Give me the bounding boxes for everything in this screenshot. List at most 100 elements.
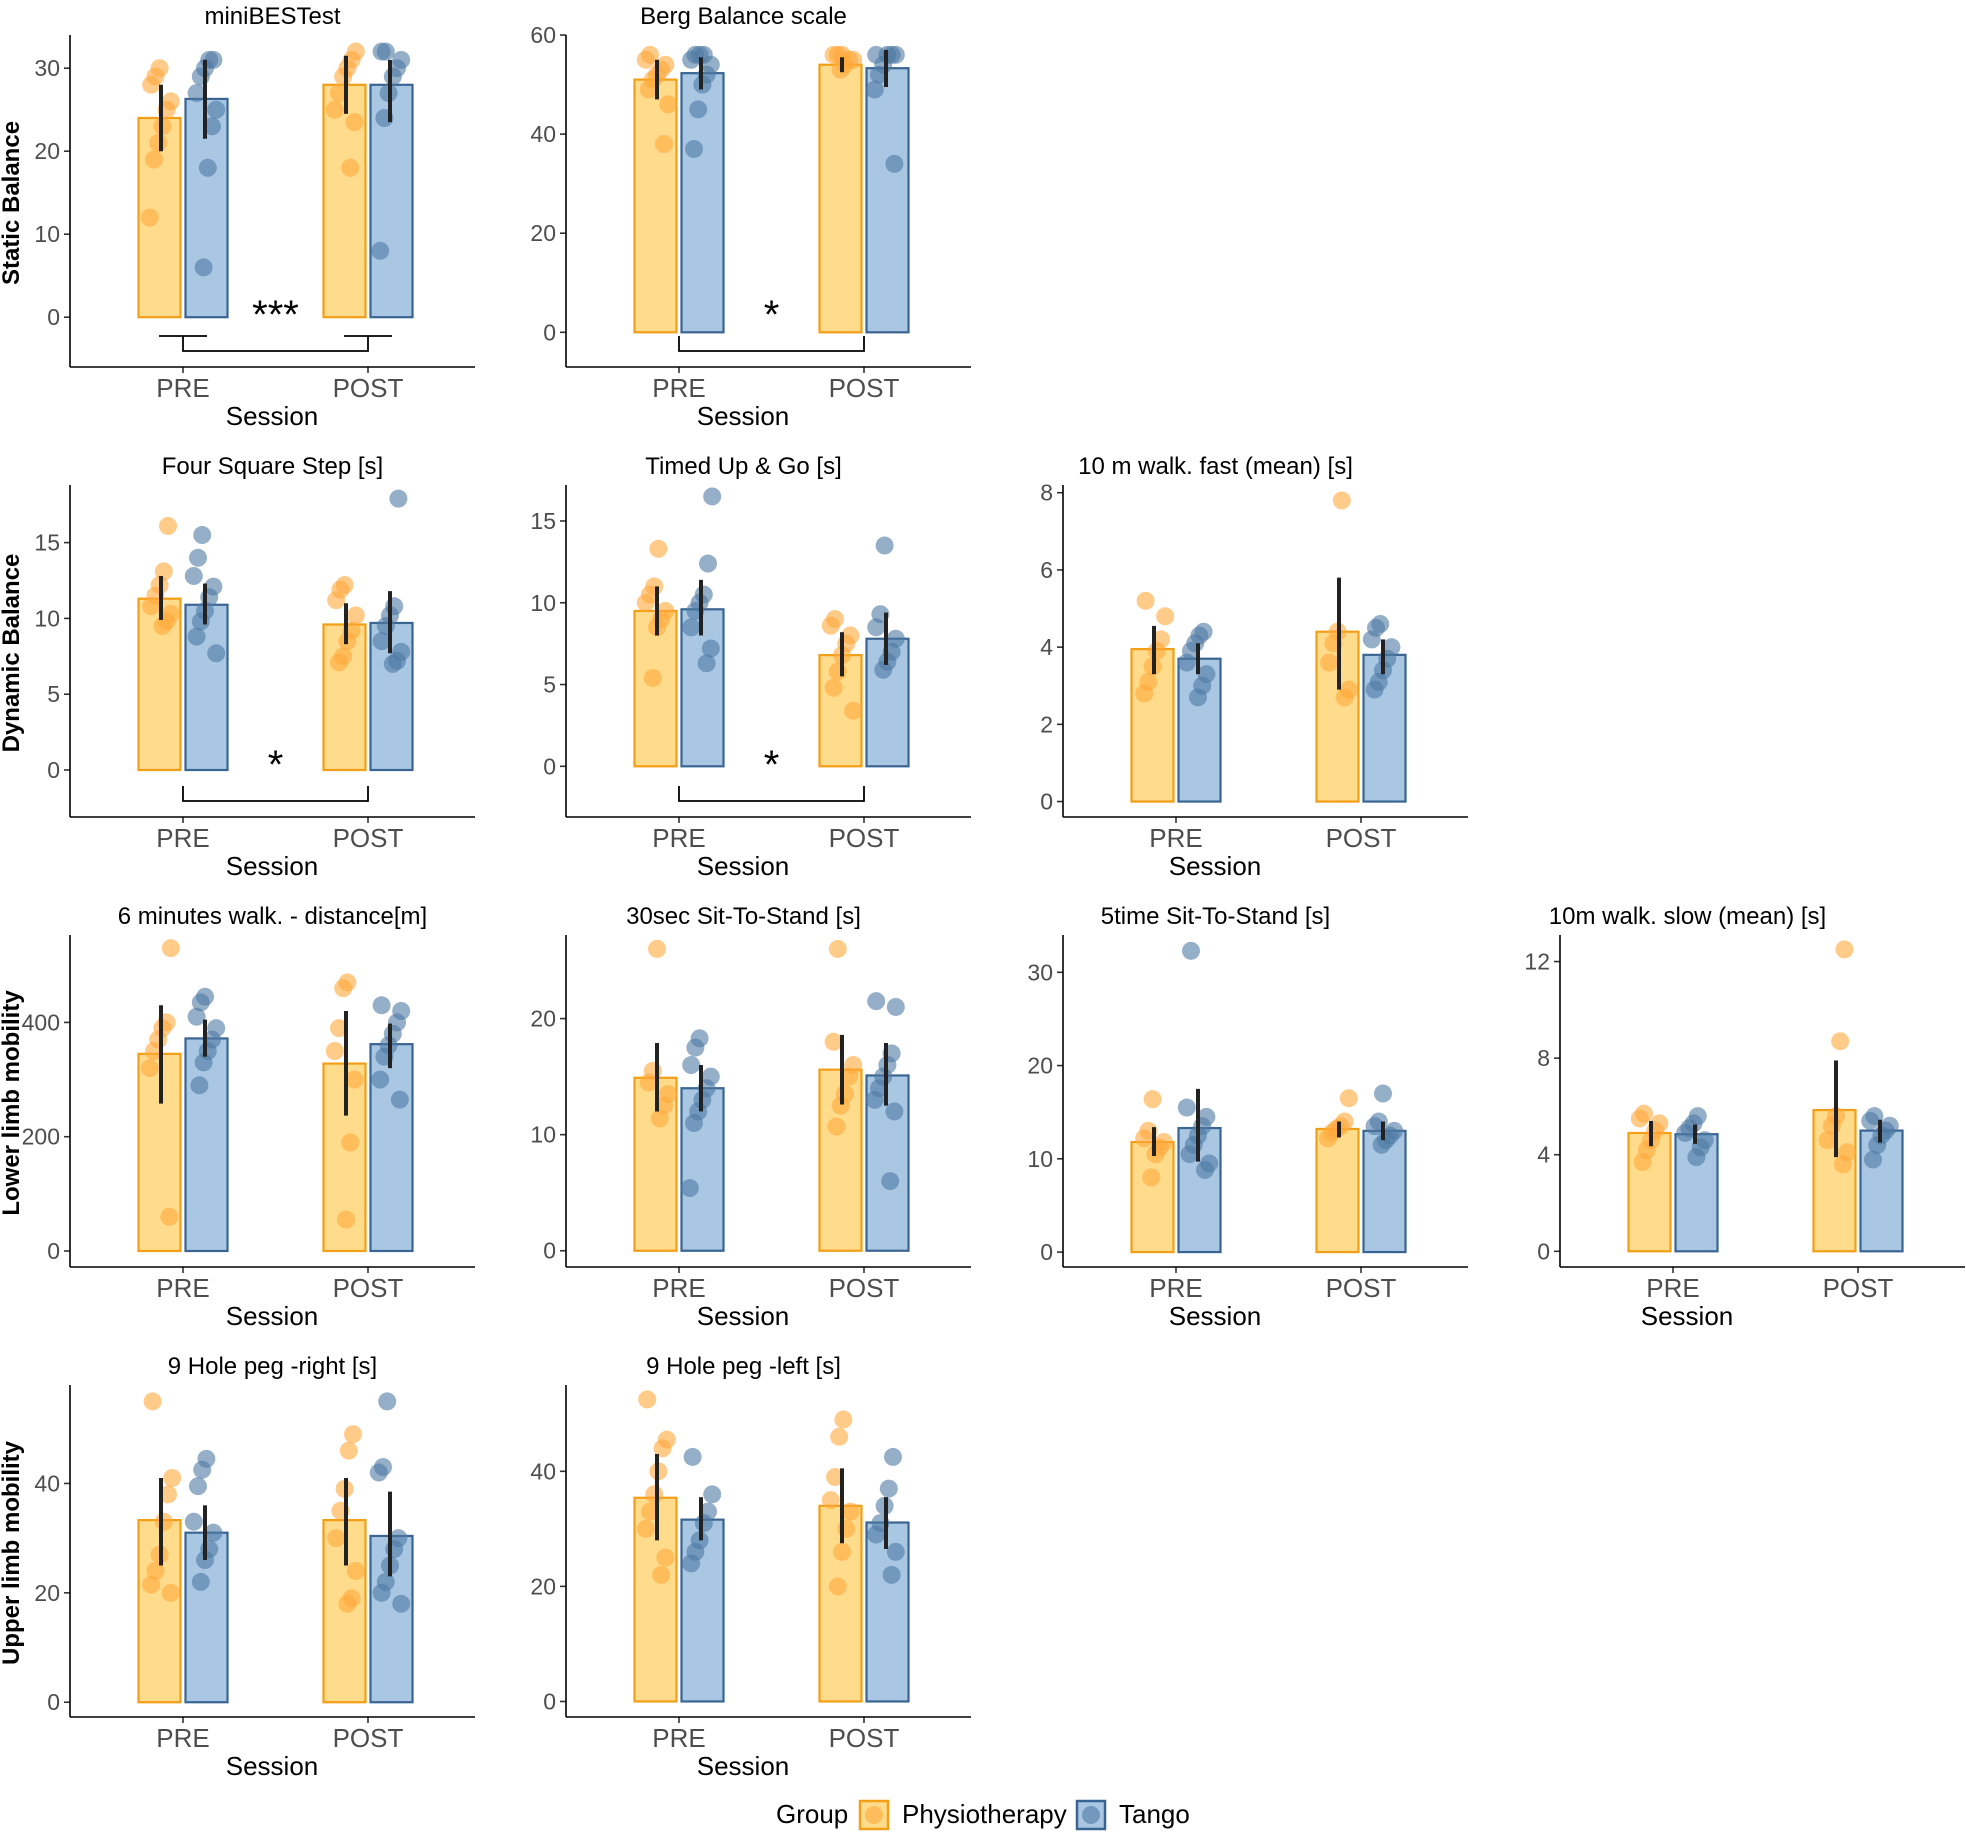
x-axis-label: Session <box>226 401 319 431</box>
point-tango-pre <box>189 548 207 567</box>
point-physiotherapy-post <box>841 1502 860 1521</box>
point-tango-post <box>371 241 390 260</box>
point-physiotherapy-post <box>325 1042 344 1060</box>
point-tango-pre <box>196 987 214 1006</box>
point-tango-post <box>1864 1150 1882 1169</box>
point-tango-pre <box>703 487 722 506</box>
point-tango-post <box>374 1458 392 1477</box>
point-physiotherapy-pre <box>1154 1133 1173 1152</box>
significance-bracket <box>678 336 865 352</box>
point-tango-pre <box>689 100 708 119</box>
point-tango-pre <box>184 1512 203 1531</box>
point-physiotherapy-post <box>824 678 843 697</box>
significance-label: * <box>268 743 284 787</box>
point-tango-post <box>389 1529 408 1548</box>
point-physiotherapy-post <box>335 576 354 595</box>
point-tango-post <box>392 50 411 69</box>
point-tango-pre <box>1197 665 1216 684</box>
panel-title: 9 Hole peg -left [s] <box>646 1353 841 1380</box>
point-physiotherapy-post <box>844 1056 863 1075</box>
point-physiotherapy-post <box>345 113 364 132</box>
y-tick-label: 30 <box>34 55 60 81</box>
point-tango-post <box>875 536 894 555</box>
point-tango-pre <box>699 554 717 573</box>
y-tick-label: 0 <box>47 304 60 330</box>
x-axis-label: Session <box>1169 1301 1262 1331</box>
y-tick-label: 40 <box>34 1470 60 1496</box>
point-physiotherapy-post <box>824 1032 843 1051</box>
y-tick-label: 5 <box>543 672 556 698</box>
y-tick-label: 15 <box>530 508 556 534</box>
point-physiotherapy-post <box>828 662 847 681</box>
x-tick-label: PRE <box>652 1723 705 1753</box>
row-label-static-balance: Static Balance <box>0 121 25 285</box>
x-tick-label: PRE <box>652 1273 705 1303</box>
point-tango-post <box>886 45 905 64</box>
point-physiotherapy-post <box>834 1410 853 1429</box>
point-physiotherapy-pre <box>1156 607 1175 626</box>
point-physiotherapy-pre <box>655 135 673 154</box>
x-tick-label: POST <box>829 373 900 403</box>
point-physiotherapy-post <box>1818 1131 1837 1150</box>
panel-30sec-sit-to-stand-s: 30sec Sit-To-Stand [s] 0 10 20 PRE POST Sessio… <box>530 903 971 1331</box>
y-tick-label: 30 <box>1027 959 1053 985</box>
x-axis-label: Session <box>697 401 790 431</box>
point-physiotherapy-pre <box>1650 1114 1669 1133</box>
row-labels: Static Balance Dynamic Balance Lower limb … <box>0 121 25 1665</box>
bar-tango-post <box>865 67 910 334</box>
bar-tango-pre <box>184 97 229 319</box>
significance-label: *** <box>252 293 299 337</box>
point-tango-pre <box>204 1523 223 1542</box>
point-physiotherapy-post <box>345 1070 364 1089</box>
y-tick-label: 10 <box>530 590 556 616</box>
panel-timed-up-go-s: Timed Up & Go [s] 0 5 10 15 PRE POST Session * <box>530 453 971 881</box>
x-tick-label: PRE <box>156 1273 209 1303</box>
point-tango-post <box>1382 638 1401 657</box>
point-tango-post <box>1374 1084 1392 1103</box>
point-tango-post <box>886 997 905 1016</box>
point-tango-post <box>1371 614 1390 633</box>
point-physiotherapy-pre <box>659 95 678 114</box>
y-tick-label: 40 <box>530 121 556 147</box>
point-physiotherapy-pre <box>140 208 159 227</box>
y-tick-label: 5 <box>47 681 60 707</box>
point-physiotherapy-post <box>327 1529 346 1548</box>
point-tango-pre <box>191 1572 210 1591</box>
point-tango-pre <box>190 1076 209 1095</box>
point-tango-post <box>392 1002 411 1020</box>
y-tick-label: 20 <box>530 1006 556 1032</box>
point-physiotherapy-pre <box>142 1575 161 1594</box>
point-tango-post <box>371 1070 390 1089</box>
point-physiotherapy-post <box>833 1542 851 1561</box>
point-physiotherapy-post <box>1332 491 1351 510</box>
x-tick-label: PRE <box>156 1723 209 1753</box>
panel-title: 9 Hole peg -right [s] <box>168 1353 377 1380</box>
y-tick-label: 8 <box>1040 480 1053 506</box>
point-physiotherapy-pre <box>145 150 163 169</box>
point-physiotherapy-pre <box>1143 1090 1162 1109</box>
legend: Group Physiotherapy Tango <box>776 1799 1190 1831</box>
panel-title: 30sec Sit-To-Stand [s] <box>626 903 861 930</box>
x-axis-label: Session <box>697 1751 790 1781</box>
significance-label: * <box>764 743 780 787</box>
panel-berg-balance-scale: Berg Balance scale 0 20 40 60 PRE POST Session * <box>530 3 971 431</box>
row-label-lower-limb-mobility: Lower limb mobility <box>0 990 25 1216</box>
point-physiotherapy-post <box>325 100 344 119</box>
x-axis-label: Session <box>1169 851 1262 881</box>
y-tick-label: 4 <box>1537 1142 1550 1168</box>
bar-physiotherapy-post <box>818 63 863 334</box>
point-physiotherapy-pre <box>641 1502 659 1521</box>
point-physiotherapy-post <box>827 1117 846 1136</box>
point-tango-post <box>879 1479 898 1498</box>
panel-title: Berg Balance scale <box>640 3 847 30</box>
bar-physiotherapy-pre <box>633 78 678 334</box>
y-tick-label: 0 <box>1537 1238 1550 1264</box>
panel-10m-walk-slow-mean-s: 10m walk. slow (mean) [s] 0 4 8 12 PRE POST Ses… <box>1524 903 1965 1331</box>
point-physiotherapy-pre <box>1142 1168 1161 1187</box>
point-physiotherapy-pre <box>140 1059 159 1078</box>
row-label-upper-limb-mobility: Upper limb mobility <box>0 1440 25 1665</box>
y-tick-label: 20 <box>34 1580 60 1606</box>
point-physiotherapy-pre <box>645 577 664 596</box>
point-physiotherapy-pre <box>648 939 666 958</box>
y-tick-label: 0 <box>543 753 556 779</box>
